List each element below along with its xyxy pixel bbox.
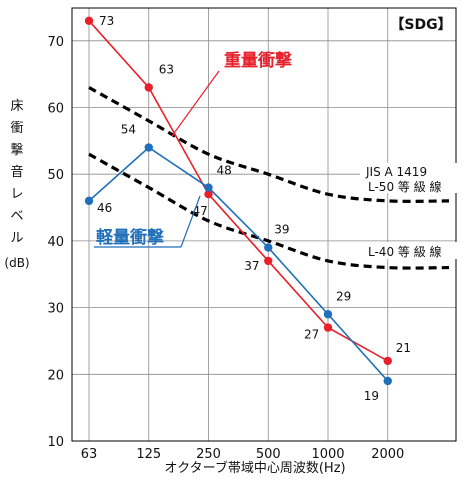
data-point: [264, 243, 273, 252]
ref-label-line2: L-40 等 級 線: [368, 244, 442, 259]
data-label: 29: [336, 289, 351, 303]
y-tick-label: 60: [47, 102, 64, 117]
x-tick-label: 2000: [371, 447, 404, 462]
series-line: [88, 20, 389, 362]
data-label: 39: [274, 223, 289, 237]
y-tick-label: 20: [47, 368, 64, 383]
data-label: 48: [217, 164, 232, 178]
data-label: 21: [396, 341, 411, 355]
series-lines: [84, 16, 392, 386]
y-tick-label: 40: [47, 235, 64, 250]
series-label-light: 軽量衝撃: [96, 227, 164, 248]
y-tick-label: 50: [47, 168, 64, 183]
data-point: [323, 323, 333, 332]
data-point: [264, 256, 273, 266]
data-label: 63: [159, 62, 174, 76]
ref-label-line2: L-50 等 級 線: [368, 179, 442, 194]
x-tick-label: 125: [136, 447, 161, 462]
data-label: 54: [121, 123, 136, 137]
plot-frame: [71, 7, 457, 442]
callout-line: [180, 195, 201, 248]
y-axis-title-char: 撃: [10, 143, 24, 158]
data-point: [144, 143, 153, 152]
data-label: 47: [193, 204, 208, 218]
x-tick-label: 500: [256, 447, 281, 462]
y-axis-title-char: 音: [10, 165, 24, 180]
x-axis: 63 125 250 500 1000 2000: [81, 447, 405, 462]
y-axis-unit: (dB): [4, 256, 30, 270]
grid: [72, 8, 456, 441]
x-axis-title: オクターブ帯域中心周波数(Hz): [164, 460, 345, 476]
data-point: [84, 16, 94, 25]
y-axis-title: 床衝撃音レベル (dB): [4, 96, 30, 274]
callout-line: [171, 70, 220, 137]
y-tick-label: 10: [47, 435, 64, 450]
data-label: 27: [304, 328, 319, 342]
ref-label-bg: [360, 163, 458, 193]
x-tick-label: 250: [196, 447, 221, 462]
y-axis-title-char: レ: [10, 187, 24, 202]
y-axis-title-char: ベ: [10, 209, 24, 224]
reference-curve-L-50: [88, 86, 450, 203]
badge-box: [392, 12, 450, 34]
data-label: 46: [97, 201, 112, 215]
y-tick-label: 30: [47, 302, 64, 317]
ref-label-bg: [360, 242, 458, 259]
x-tick-label: 63: [81, 447, 98, 462]
y-axis: 10 20 30 40 50 60 70: [47, 35, 64, 450]
badge-label: 【SDG】: [390, 17, 451, 33]
ref-label-line1: JIS A 1419: [365, 165, 427, 179]
data-point: [383, 356, 392, 366]
data-label: 73: [99, 14, 114, 28]
data-point: [383, 376, 392, 386]
data-point: [84, 196, 94, 206]
y-axis-title-char: ル: [10, 231, 24, 246]
x-tick-label: 1000: [311, 447, 344, 462]
data-label: 19: [364, 389, 379, 403]
series-label-heavy: 重量衝撃: [224, 50, 292, 71]
y-tick-label: 70: [47, 35, 64, 50]
reference-curve-L-40: [88, 152, 450, 270]
data-point: [204, 190, 213, 199]
data-point: [323, 310, 333, 319]
data-label: 37: [244, 259, 259, 273]
y-axis-title-char: 床: [10, 99, 24, 114]
data-point: [204, 183, 213, 192]
y-axis-title-char: 衝: [10, 121, 24, 136]
series-line: [88, 146, 389, 382]
data-point: [144, 83, 153, 92]
